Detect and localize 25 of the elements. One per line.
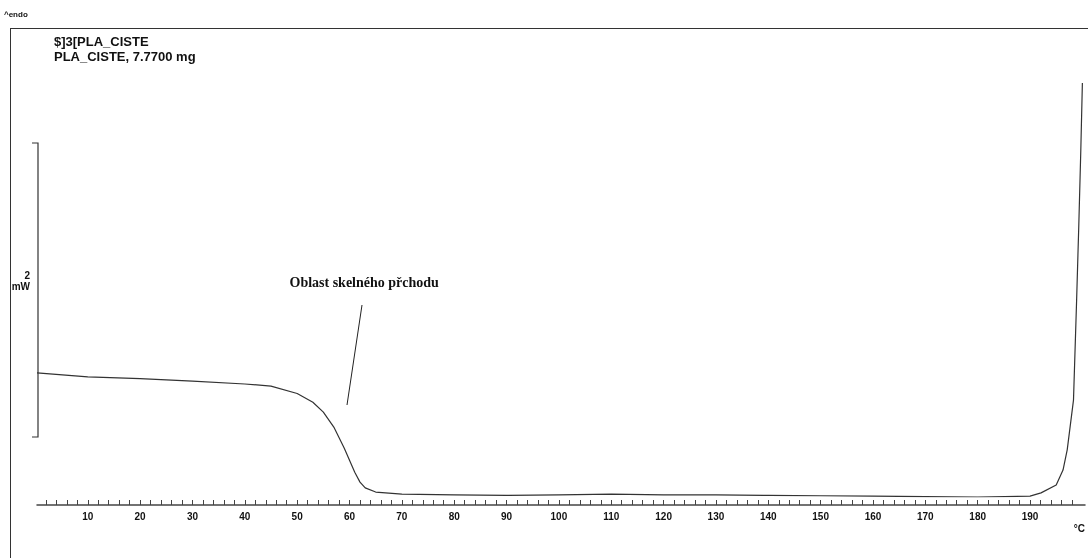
chart-subtitle: PLA_CISTE, 7.7700 mg [54,49,196,64]
x-axis-title: °C [1073,522,1085,534]
text: ^endo [4,10,28,19]
x-tick-label: 180 [969,510,987,522]
x-tick-label: 100 [550,510,568,522]
x-tick-label: 160 [864,510,882,522]
x-tick-label: 20 [134,510,147,522]
x-tick-label: 170 [917,510,935,522]
x-tick-label: 60 [343,510,356,522]
x-tick-label: 140 [759,510,778,522]
x-tick-label: 120 [655,510,673,522]
x-tick-label: 190 [1021,510,1039,522]
x-tick-label: 150 [812,510,830,522]
x-tick-label: 40 [239,510,251,522]
x-tick-label: 10 [82,510,94,522]
x-tick-label: 30 [186,510,199,522]
x-tick-label: 80 [448,510,461,522]
x-tick-label: 70 [396,510,408,522]
x-tick-label: 110 [603,510,620,522]
y-axis-title: 2 mW [10,270,30,292]
chart-title: $]3[PLA_CISTE [54,34,149,49]
annotation: Oblast skelného přchodu [289,275,439,291]
x-tick-label: 50 [291,510,304,522]
x-tick-label: 130 [707,510,725,522]
x-tick-label: 90 [501,510,513,522]
